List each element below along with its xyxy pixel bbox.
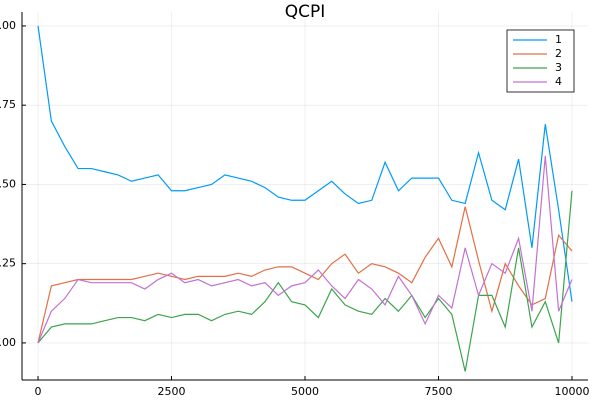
legend-box: [506, 29, 575, 93]
legend-label: 2: [555, 47, 562, 60]
y-tick-label: 0.75: [0, 98, 16, 111]
line-series: [37, 155, 573, 344]
line-series: [37, 25, 573, 302]
x-tick-label: 0: [35, 385, 42, 398]
y-tick-label: 1.00: [0, 19, 16, 32]
line-series: [37, 190, 573, 372]
y-tick-label: 0.00: [0, 336, 16, 349]
x-tick-label: 5000: [291, 385, 319, 398]
x-tick-label: 2500: [158, 385, 186, 398]
y-tick-label: 0.50: [0, 177, 16, 190]
legend-label: 1: [555, 33, 562, 46]
chart-title: QCPI: [285, 2, 326, 22]
line-series: [37, 206, 573, 344]
x-tick-label: 10000: [554, 385, 589, 398]
x-tick-label: 7500: [424, 385, 452, 398]
legend-label: 4: [555, 75, 562, 88]
y-tick-label: 0.25: [0, 257, 16, 270]
legend-label: 3: [555, 61, 562, 74]
